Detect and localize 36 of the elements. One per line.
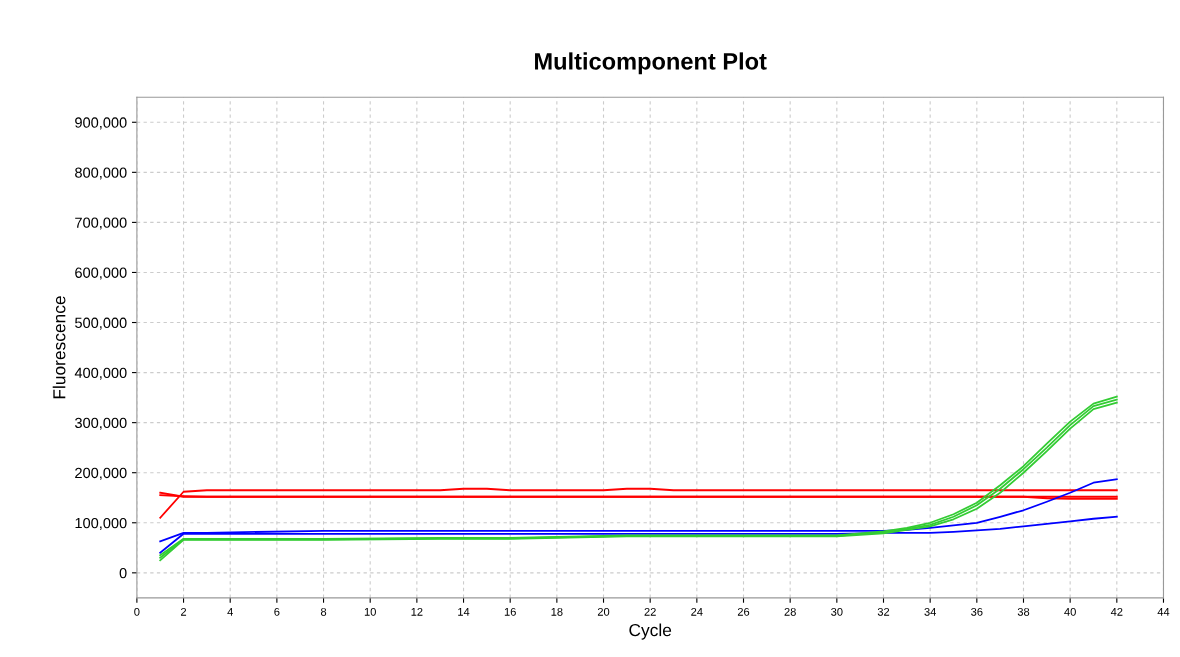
x-tick-label: 20 [597,607,610,616]
y-tick-label: 200,000 [75,467,127,480]
x-tick-label: 26 [737,607,750,616]
x-tick-label: 18 [551,607,563,616]
x-tick-label: 30 [831,607,843,616]
y-tick-label: 700,000 [75,217,127,230]
x-axis-title: Cycle [629,623,672,640]
x-tick-label: 42 [1110,607,1123,616]
y-tick-label: 100,000 [75,517,127,530]
x-tick-label: 32 [877,607,890,616]
x-tick-label: 40 [1064,607,1076,616]
x-tick-label: 28 [784,607,796,616]
y-tick-label: 500,000 [75,317,127,330]
x-tick-label: 0 [134,607,140,616]
x-tick-label: 6 [274,607,280,616]
x-tick-label: 22 [644,607,656,616]
y-tick-label: 800,000 [75,167,127,180]
y-tick-label: 900,000 [75,117,127,130]
x-tick-label: 12 [411,607,423,616]
chart-title: Multicomponent Plot [535,52,767,75]
x-tick-label: 16 [504,607,516,616]
y-axis-title: Fluorescence [52,296,66,399]
x-tick-label: 44 [1157,608,1170,616]
x-tick-label: 14 [458,608,470,616]
x-tick-label: 10 [364,607,376,616]
y-tick-label: 400,000 [74,367,127,380]
x-tick-label: 4 [227,608,233,616]
y-tick-label: 300,000 [75,417,127,430]
x-tick-label: 38 [1017,607,1030,616]
x-tick-label: 24 [691,607,703,616]
y-tick-label: 600,000 [75,267,127,280]
y-tick-label: 0 [119,567,127,579]
x-tick-label: 8 [320,607,327,616]
x-tick-label: 2 [181,607,187,616]
x-tick-label: 34 [924,607,937,616]
x-tick-label: 36 [971,607,983,616]
